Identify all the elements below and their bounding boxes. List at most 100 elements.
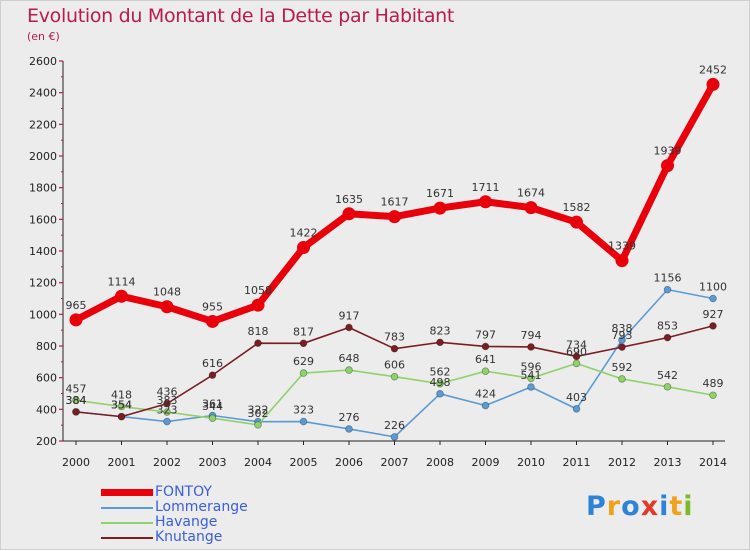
data-label-fontoy: 1582 [563,201,591,214]
data-point-lommerange [299,417,308,426]
data-label-lommerange: 403 [566,391,587,404]
x-tick-label: 2003 [199,456,227,469]
data-point-lommerange [390,433,399,441]
data-point-lommerange [436,390,444,398]
data-point-havange [527,374,535,383]
data-label-lommerange: 226 [384,419,405,432]
data-label-knutange: 818 [248,325,269,338]
logo-letter: i [683,491,694,522]
data-label-havange: 606 [384,359,405,372]
data-label-havange: 418 [111,388,132,401]
data-point-fontoy [615,254,629,268]
data-label-lommerange: 323 [157,404,178,417]
data-point-lommerange [572,405,581,413]
data-point-havange [345,366,353,374]
data-point-havange [618,375,626,383]
legend-label: Lommerange [155,499,248,515]
x-tick-label: 2005 [290,456,318,469]
data-point-havange [709,391,717,400]
data-label-knutange: 794 [521,329,542,342]
data-point-havange [436,379,444,388]
data-label-lommerange: 1100 [699,281,727,294]
data-label-lommerange: 498 [430,376,451,389]
data-point-fontoy [661,159,674,173]
legend-label: Havange [155,514,218,530]
data-point-fontoy [251,298,265,312]
data-label-knutange: 354 [111,399,132,412]
data-point-havange [254,421,262,429]
data-label-havange: 344 [202,400,223,413]
data-point-knutange [254,339,262,347]
data-point-lommerange [163,417,171,426]
data-point-fontoy [342,207,356,221]
data-label-knutange: 927 [703,308,724,321]
data-point-knutange [527,343,535,351]
data-label-lommerange: 361 [202,398,223,411]
x-tick-label: 2006 [335,456,363,469]
data-label-fontoy: 1939 [654,145,682,158]
data-point-havange [163,408,171,416]
data-point-fontoy [524,201,538,215]
data-point-havange [390,372,399,381]
legend-swatch [101,489,153,496]
legend-label: Knutange [155,529,223,545]
data-label-knutange: 793 [612,329,633,342]
data-label-havange: 542 [657,369,678,382]
data-point-fontoy [69,313,83,327]
data-point-knutange [299,339,308,348]
data-label-knutange: 616 [202,357,223,370]
data-point-lommerange [663,285,672,294]
data-label-fontoy: 1617 [381,196,409,209]
x-tick-label: 2012 [608,456,636,469]
data-label-fontoy: 965 [66,299,87,312]
data-label-havange: 629 [293,355,314,368]
data-label-havange: 596 [521,360,542,373]
data-label-knutange: 817 [293,325,314,338]
data-point-knutange [390,344,399,353]
data-label-havange: 383 [157,394,178,407]
y-tick-label: 1600 [29,213,57,226]
data-point-knutange [72,408,80,416]
data-label-fontoy: 1635 [335,193,363,206]
y-tick-label: 2400 [29,87,57,100]
legend-swatch [101,507,153,509]
data-label-knutange: 384 [66,394,87,407]
x-tick-label: 2007 [381,456,409,469]
data-label-fontoy: 955 [202,300,223,313]
data-point-lommerange [527,383,535,391]
data-label-havange: 592 [612,361,633,374]
x-tick-label: 2011 [563,456,591,469]
data-point-fontoy [706,77,720,91]
y-tick-label: 2200 [29,118,57,131]
data-label-fontoy: 1048 [153,286,181,299]
data-point-fontoy [433,201,447,215]
y-tick-label: 2600 [29,55,57,68]
data-point-fontoy [115,289,128,303]
data-point-knutange [163,399,171,408]
data-point-havange [299,369,308,377]
x-tick-label: 2013 [654,456,682,469]
data-label-knutange: 797 [475,328,496,341]
data-label-lommerange: 541 [521,369,542,382]
data-label-fontoy: 1671 [426,187,454,200]
logo-letter: i [659,491,670,522]
y-tick-label: 400 [36,403,57,416]
logo-letter: x [640,491,660,522]
data-point-fontoy [160,300,174,314]
data-label-havange: 457 [66,382,87,395]
data-point-havange [481,367,490,375]
data-point-knutange [436,338,444,347]
data-label-lommerange: 1156 [654,272,682,285]
x-tick-label: 2014 [699,456,727,469]
data-label-knutange: 436 [157,386,178,399]
data-label-knutange: 823 [430,324,451,337]
data-label-lommerange: 424 [475,388,496,401]
data-label-havange: 648 [339,352,360,365]
data-label-havange: 489 [703,377,724,390]
data-label-knutange: 734 [566,338,587,351]
data-label-havange: 562 [430,366,451,379]
data-label-knutange: 917 [339,309,360,322]
data-point-lommerange [481,401,490,410]
x-tick-label: 2001 [108,456,136,469]
